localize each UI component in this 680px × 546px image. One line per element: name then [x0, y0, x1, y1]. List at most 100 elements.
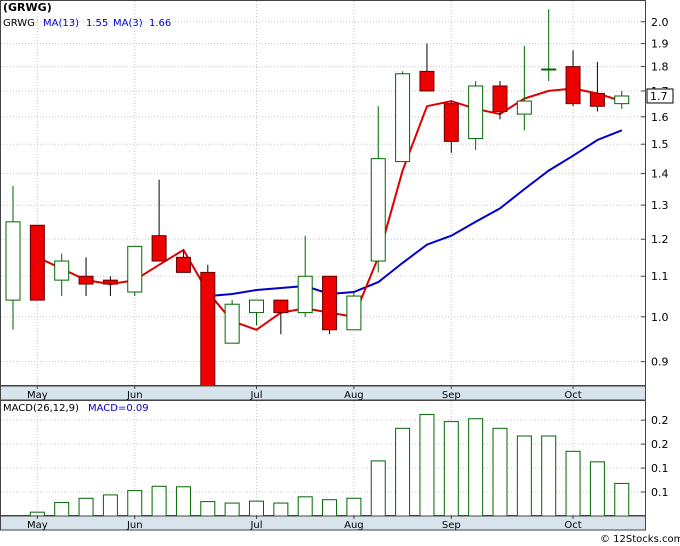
candle-up	[297, 275, 313, 314]
candle-up	[54, 260, 70, 281]
macd-month-label: Sep	[442, 520, 461, 531]
chart-title: (GRWG)	[3, 1, 52, 14]
macd-bar	[589, 461, 605, 517]
price-x-labels: May Jun Jul Aug Sep Oct	[27, 385, 582, 401]
candle-down	[322, 275, 338, 331]
price-month-label: May	[27, 390, 48, 401]
price-month-label: Jun	[126, 390, 143, 401]
candle-up	[516, 100, 532, 115]
candle-up	[127, 245, 143, 293]
macd-bar	[297, 496, 313, 517]
macd-bar	[127, 490, 143, 517]
price-tick-label: 1.1	[651, 270, 669, 283]
macd-month-label: Jul	[249, 520, 262, 531]
price-tick-label: 1.2	[651, 233, 669, 246]
macd-tick-label: 0.2	[651, 438, 669, 451]
macd-month-label: Aug	[344, 520, 364, 531]
price-month-label: Sep	[442, 390, 461, 401]
macd-month-label: Oct	[564, 520, 581, 531]
macd-bar	[322, 499, 338, 517]
candle-up	[468, 85, 484, 140]
legend-ma3-value: 1.66	[149, 18, 171, 29]
price-tick-label: 0.9	[651, 356, 669, 369]
price-legend: GRWG MA(13) 1.55 MA(3) 1.66	[3, 18, 171, 29]
last-price-label: 1.7	[650, 90, 668, 103]
candle-down	[200, 271, 216, 387]
macd-bar	[200, 501, 216, 517]
macd-month-label: Jun	[126, 520, 143, 531]
macd-tick-label: 0.1	[651, 486, 669, 499]
macd-x-axis	[0, 515, 646, 531]
macd-bar	[224, 502, 240, 517]
macd-bar	[249, 500, 264, 517]
price-x-axis	[0, 385, 646, 401]
candle-down	[565, 66, 581, 105]
macd-bar	[419, 413, 435, 517]
price-tick-label: 1.6	[651, 111, 669, 124]
candle-down	[589, 92, 605, 107]
candle-down	[151, 235, 167, 262]
legend-ma13-value: 1.55	[86, 18, 108, 29]
macd-bar	[614, 482, 630, 517]
macd-bar	[516, 435, 532, 517]
candle-up	[224, 303, 240, 344]
price-tick-label: 1.5	[651, 138, 669, 151]
ma13-path	[207, 129, 623, 298]
macd-bar	[492, 427, 508, 517]
last-price-box	[646, 88, 674, 104]
price-tick-label: 1.0	[651, 311, 669, 324]
candle-up	[395, 73, 411, 163]
candle-up	[541, 68, 557, 71]
macd-title: MACD(26,12,9)	[3, 403, 79, 414]
price-tick-label: 1.9	[651, 38, 669, 51]
candle-down	[492, 85, 508, 112]
macd-value: MACD=0.09	[88, 403, 149, 414]
macd-bar	[102, 494, 118, 517]
macd-bar	[541, 435, 557, 517]
candle-down	[443, 103, 459, 142]
legend-ma3: MA(3)	[113, 18, 143, 29]
candle-up	[5, 221, 21, 301]
legend-ma13: MA(13)	[43, 18, 79, 29]
price-month-label: Jul	[249, 390, 262, 401]
macd-month-label: May	[27, 520, 48, 531]
macd-bar	[78, 497, 94, 517]
macd-bar	[273, 502, 289, 517]
price-month-label: Aug	[344, 390, 364, 401]
candle-down	[175, 256, 191, 273]
price-month-label: Oct	[564, 390, 581, 401]
candle-down	[78, 275, 94, 285]
candles	[5, 9, 630, 387]
macd-bar	[443, 421, 459, 517]
macd-bar	[565, 450, 581, 517]
macd-bar	[395, 427, 411, 517]
macd-bar	[151, 485, 167, 517]
macd-x-labels: May Jun Jul Aug Sep Oct	[27, 515, 582, 531]
price-tick-label: 1.3	[651, 199, 669, 212]
ma13-line	[207, 129, 623, 298]
candle-up	[370, 158, 386, 262]
legend-ticker: GRWG	[3, 18, 35, 29]
candle-up	[249, 299, 264, 314]
candle-up	[614, 95, 630, 105]
price-tick-label: 1.8	[651, 61, 669, 74]
last-price-marker: 1.7	[646, 88, 674, 104]
candle-down	[102, 279, 118, 285]
candle-up	[346, 295, 362, 331]
macd-bar	[346, 497, 362, 517]
macd-bar	[468, 418, 484, 517]
macd-bar	[54, 502, 70, 517]
candle-down	[273, 299, 289, 314]
candle-down	[419, 70, 435, 92]
macd-legend: MACD(26,12,9) MACD=0.09	[3, 403, 149, 414]
macd-tick-label: 0.1	[651, 462, 669, 475]
macd-y-axis: 0.1 0.1 0.2 0.2	[651, 414, 669, 499]
macd-tick-label: 0.2	[651, 414, 669, 427]
macd-bar	[175, 486, 191, 517]
price-tick-label: 2.0	[651, 16, 669, 29]
macd-bar	[370, 460, 386, 517]
price-tick-label: 1.4	[651, 168, 669, 181]
watermark: © 12Stocks.com	[600, 534, 680, 545]
candle-down	[29, 224, 45, 301]
